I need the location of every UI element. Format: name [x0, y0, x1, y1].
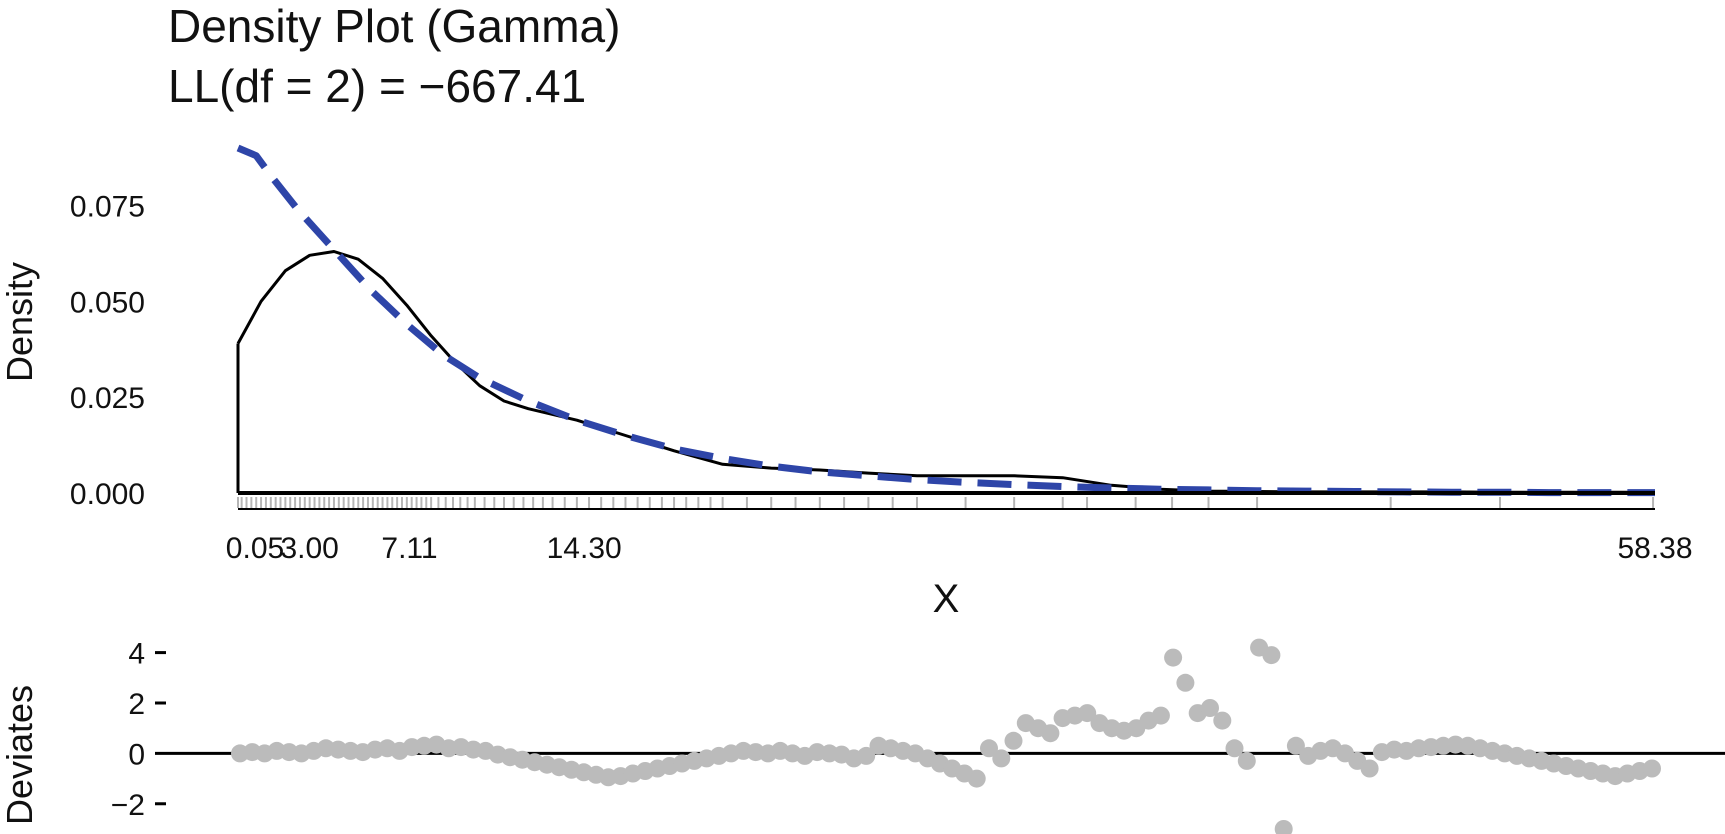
density-x-tick-label: 3.00	[280, 532, 338, 565]
deviates-y-ticks: 4 2 0 −2	[111, 638, 166, 822]
deviates-y-tick-label: 4	[128, 638, 145, 671]
density-x-axis-label: X	[933, 577, 960, 621]
density-x-ticks: 0.053.00 7.11 14.30 58.38	[226, 532, 1693, 565]
density-y-tick-label: 0.050	[70, 286, 145, 319]
density-y-tick-label: 0.075	[70, 191, 145, 224]
density-x-tick-label: 7.11	[381, 532, 437, 565]
rug-marks	[237, 497, 1655, 510]
deviate-point	[1643, 759, 1661, 778]
deviates-y-tick-label: 2	[128, 688, 145, 721]
deviate-point	[967, 769, 986, 788]
deviate-point	[1201, 699, 1219, 717]
deviates-y-tick-label: 0	[128, 738, 145, 771]
density-x-tick-label: 0.05	[226, 532, 284, 565]
deviate-point	[1004, 731, 1023, 750]
gamma-fit-line	[236, 144, 1655, 497]
deviate-point	[1286, 736, 1305, 755]
deviate-point	[857, 746, 876, 765]
deviate-point	[1164, 648, 1183, 667]
density-y-tick-label: 0.025	[70, 382, 145, 415]
deviate-point	[1041, 724, 1060, 743]
density-y-axis-label: Density	[0, 262, 40, 382]
deviate-point	[1262, 646, 1281, 665]
deviate-point	[1176, 673, 1195, 692]
density-series	[236, 144, 1655, 497]
chart-subtitle: LL(df = 2) = −667.41	[168, 60, 586, 112]
deviate-point	[1225, 739, 1244, 758]
chart-title: Density Plot (Gamma)	[168, 0, 620, 52]
density-y-tick-label: 0.000	[70, 478, 145, 511]
deviate-point	[1151, 706, 1170, 725]
density-x-tick-label: 58.38	[1617, 532, 1692, 565]
kernel-density-line	[236, 250, 1655, 494]
deviate-point	[1360, 759, 1379, 778]
deviates-points	[231, 638, 1661, 834]
density-x-tick-label: 14.30	[547, 532, 622, 565]
deviate-point	[1237, 751, 1256, 770]
deviates-y-axis-label: Deviates	[0, 685, 40, 825]
deviate-point	[980, 739, 998, 758]
deviate-point	[992, 749, 1011, 768]
density-y-ticks: 0.000 0.025 0.050 0.075	[70, 191, 145, 512]
deviate-point	[1078, 704, 1097, 723]
deviate-point	[1274, 820, 1293, 834]
deviate-point	[1213, 711, 1232, 730]
deviates-y-tick-label: −2	[111, 789, 145, 822]
